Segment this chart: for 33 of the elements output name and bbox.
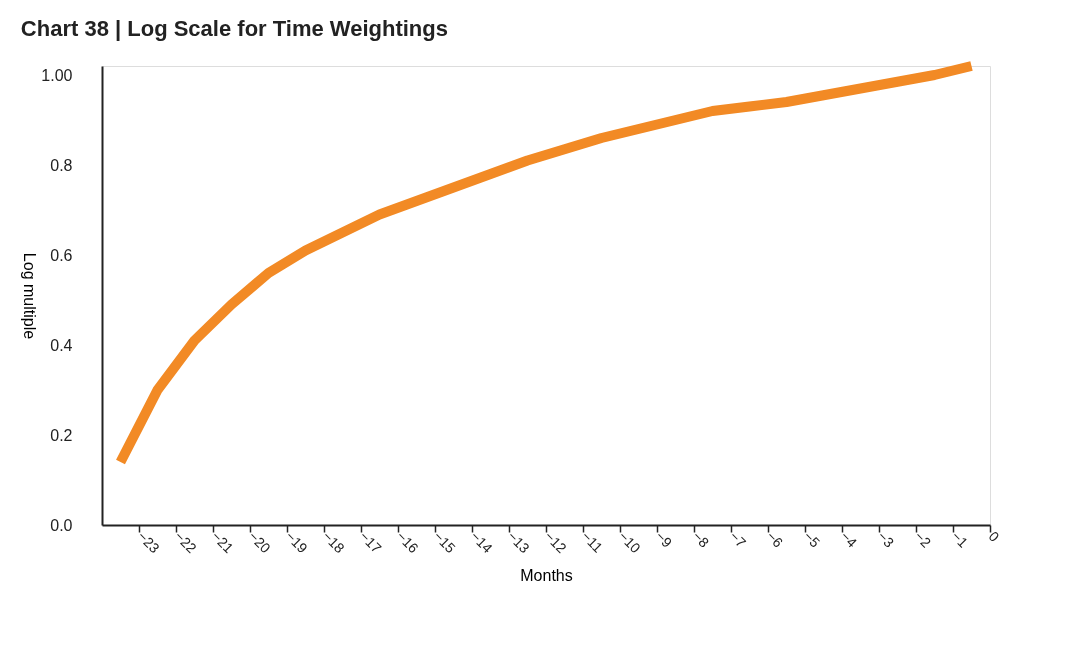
x-tick-label: −16 bbox=[393, 528, 422, 557]
x-tick-label: −21 bbox=[208, 528, 237, 557]
x-tick-label: −8 bbox=[689, 528, 713, 551]
x-tick-label: −22 bbox=[171, 528, 200, 557]
x-tick-label: −3 bbox=[874, 528, 898, 551]
chart-title: Chart 38 | Log Scale for Time Weightings bbox=[20, 16, 448, 41]
y-axis-title: Log multiple bbox=[21, 252, 39, 340]
x-tick-label: 0 bbox=[985, 528, 1003, 546]
x-tick-label: −11 bbox=[578, 528, 607, 556]
x-tick-label: −5 bbox=[800, 528, 824, 551]
x-tick-label: −1 bbox=[948, 528, 972, 551]
x-tick-label: −13 bbox=[504, 528, 533, 557]
x-tick-label: −14 bbox=[467, 528, 496, 557]
x-tick-label: −20 bbox=[245, 528, 274, 557]
y-tick-label: 1.00 bbox=[41, 66, 73, 84]
y-tick-label: 0.8 bbox=[50, 156, 73, 174]
y-tick-label: 0.4 bbox=[50, 336, 73, 354]
x-tick-label: −6 bbox=[763, 528, 787, 551]
x-tick-label: −4 bbox=[837, 528, 861, 551]
x-tick-label: −10 bbox=[615, 528, 644, 557]
y-tick-label: 0.0 bbox=[50, 516, 73, 534]
x-tick-label: −12 bbox=[541, 528, 570, 557]
x-tick-label: −15 bbox=[430, 528, 459, 557]
x-tick-label: −19 bbox=[282, 528, 311, 557]
x-tick-label: −9 bbox=[652, 528, 676, 551]
x-tick-label: −18 bbox=[319, 528, 348, 557]
y-tick-label: 0.2 bbox=[50, 426, 73, 444]
x-tick-label: −2 bbox=[911, 528, 935, 551]
x-tick-label: −17 bbox=[356, 528, 385, 557]
y-tick-label: 0.6 bbox=[50, 246, 73, 264]
x-tick-label: −7 bbox=[726, 528, 750, 551]
x-axis-title: Months bbox=[520, 567, 573, 585]
x-tick-label: −23 bbox=[134, 528, 163, 557]
